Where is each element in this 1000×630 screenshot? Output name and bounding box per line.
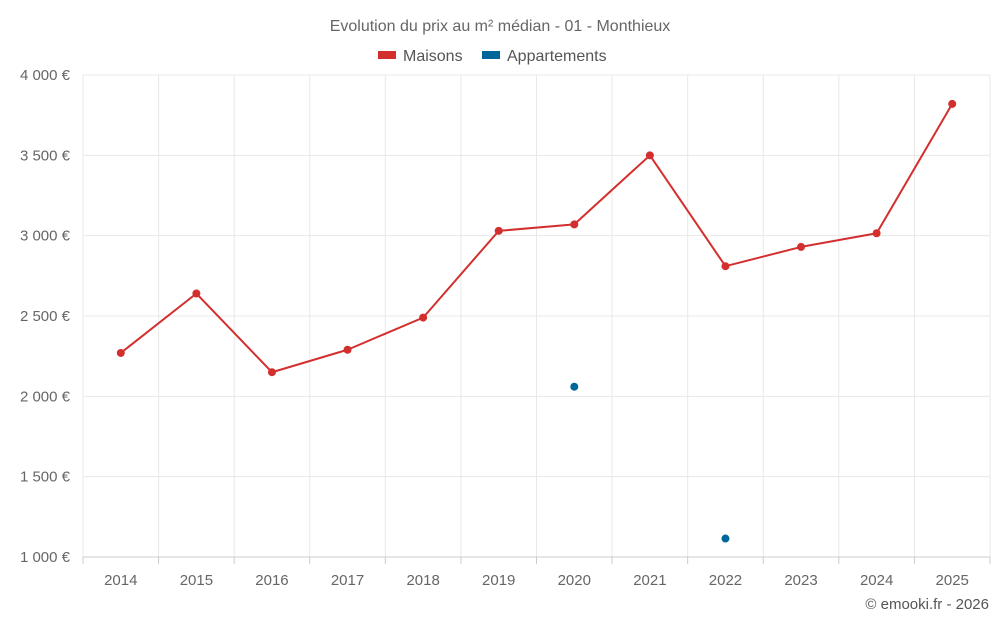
data-point[interactable] (721, 262, 730, 271)
x-tick-label: 2023 (784, 572, 817, 589)
x-tick-label: 2019 (482, 572, 515, 589)
data-point[interactable] (797, 242, 806, 251)
series-line-0 (120, 103, 954, 374)
data-point[interactable] (872, 229, 881, 238)
x-axis: 2014 2015 2016 2017 2018 2019 2020 2021 2022 2023… (82, 556, 991, 589)
series-0 (116, 99, 957, 377)
y-tick-label: 3 500 € (20, 147, 71, 164)
credit-text: © emooki.fr - 2026 (865, 596, 989, 613)
x-tick-label: 2022 (709, 572, 742, 589)
x-tick-label: 2016 (255, 572, 288, 589)
legend-label-1[interactable]: Appartements (507, 48, 607, 65)
legend-label-0[interactable]: Maisons (403, 48, 463, 65)
legend-swatch-1[interactable] (482, 51, 500, 59)
data-point[interactable] (343, 345, 352, 354)
x-tick-label: 2021 (633, 572, 666, 589)
x-tick-label: 2018 (406, 572, 439, 589)
y-tick-label: 2 500 € (20, 308, 71, 325)
data-point[interactable] (721, 534, 730, 543)
x-tick-label: 2015 (180, 572, 213, 589)
legend: Maisons Appartements (378, 48, 607, 65)
data-point[interactable] (570, 382, 579, 391)
legend-swatch-0[interactable] (378, 51, 396, 59)
y-tick-label: 3 000 € (20, 228, 71, 245)
data-point[interactable] (116, 348, 125, 357)
grid (82, 74, 991, 557)
series (116, 99, 957, 543)
series-1 (570, 382, 730, 543)
data-point[interactable] (419, 313, 428, 322)
data-point[interactable] (645, 151, 654, 160)
x-tick-label: 2025 (936, 572, 969, 589)
x-tick-label: 2017 (331, 572, 364, 589)
y-tick-label: 1 000 € (20, 549, 71, 566)
data-point[interactable] (267, 368, 276, 377)
x-tick-label: 2024 (860, 572, 893, 589)
data-point[interactable] (494, 226, 503, 235)
y-axis: 1 000 € 1 500 € 2 000 € 2 500 € 3 000 € 3 500… (20, 67, 71, 566)
y-tick-label: 4 000 € (20, 67, 71, 84)
data-point[interactable] (948, 99, 957, 108)
y-tick-label: 2 000 € (20, 388, 71, 405)
chart-title: Evolution du prix au m² médian - 01 - Mo… (330, 18, 671, 35)
y-tick-label: 1 500 € (20, 469, 71, 486)
data-point[interactable] (192, 289, 201, 298)
data-point[interactable] (570, 220, 579, 229)
x-tick-label: 2020 (558, 572, 591, 589)
x-tick-label: 2014 (104, 572, 137, 589)
